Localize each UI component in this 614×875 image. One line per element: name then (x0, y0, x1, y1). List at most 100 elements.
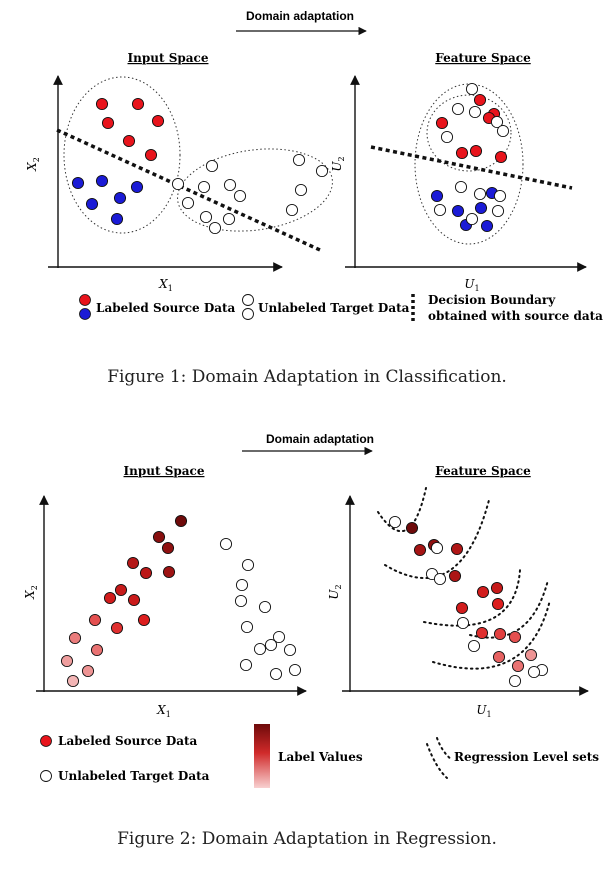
fig2-input-point-3 (81, 664, 95, 678)
fig1-feature-title: Feature Space (435, 51, 531, 65)
fig1-input-point-12 (110, 212, 124, 226)
fig2-input-point-17 (174, 514, 188, 528)
fig2-feature-point-24 (527, 665, 541, 679)
fig1-feature-point-23 (493, 189, 507, 203)
fig2-input-point-21 (234, 594, 248, 608)
figure-1-caption: Figure 1: Domain Adaptation in Classific… (107, 367, 507, 387)
fig1-input-point-1 (95, 97, 109, 111)
fig1-input-point-5 (122, 134, 136, 148)
figure-2-caption: Figure 2: Domain Adaptation in Regressio… (117, 829, 497, 849)
fig2-input-point-7 (110, 621, 124, 635)
fig2-input-point-4 (68, 631, 82, 645)
level-set-2 (384, 499, 490, 580)
fig2-feature-point-6 (450, 542, 464, 556)
fig2-input-point-28 (269, 667, 283, 681)
fig2-input-title: Input Space (124, 464, 205, 478)
fig1-feature-point-14 (430, 189, 444, 203)
fig2-feature-point-13 (491, 597, 505, 611)
fig2-feature-points (388, 515, 549, 688)
fig2-input-point-12 (139, 566, 153, 580)
level-set-3 (423, 569, 521, 627)
fig2-input-point-9 (103, 591, 117, 605)
fig1-feature-point-7 (490, 115, 504, 129)
fig2-feature-ylabel: U2 (327, 584, 343, 599)
fig1-input-point-7 (71, 176, 85, 190)
fig1-target-cluster-outline (177, 148, 333, 232)
fig2-feature-point-4 (413, 543, 427, 557)
legend-unlabeled-dot (40, 770, 52, 782)
fig1-input-point-9 (130, 180, 144, 194)
fig1-input-point-25 (285, 203, 299, 217)
fig1-input-ylabel: X2 (25, 157, 41, 172)
fig2-input-point-24 (272, 630, 286, 644)
fig2-input-point-11 (114, 583, 128, 597)
fig1-input-point-20 (294, 183, 308, 197)
fig1-input-point-3 (151, 114, 165, 128)
fig1-input-points (71, 97, 329, 235)
fig1-feature-ylabel: U2 (330, 156, 346, 171)
fig2-feature-point-15 (475, 626, 489, 640)
fig1-feature-point-24 (433, 203, 447, 217)
fig2-input-point-29 (283, 643, 297, 657)
legend-level-set-swatch-2 (436, 737, 453, 761)
legend-red-dot (79, 294, 91, 306)
fig1-feature-point-25 (465, 212, 479, 226)
fig1-input-point-19 (233, 189, 247, 203)
label-values-colorbar (254, 724, 270, 788)
fig1-input-point-17 (197, 180, 211, 194)
fig2-feature-point-2 (405, 521, 419, 535)
fig2-feature-point-10 (490, 581, 504, 595)
legend-open-dot-1 (242, 294, 254, 306)
fig1-input-point-18 (223, 178, 237, 192)
fig2-feature-point-19 (492, 650, 506, 664)
fig2-feature-point-20 (511, 659, 525, 673)
fig2-feature-point-1 (388, 515, 402, 529)
fig1-input-point-6 (144, 148, 158, 162)
fig1-feature-points (430, 82, 510, 233)
fig1-input-point-15 (315, 164, 329, 178)
fig2-feature-xlabel: U1 (476, 703, 491, 719)
fig2-feature-point-12 (455, 601, 469, 615)
fig2-feature-point-14 (456, 616, 470, 630)
fig1-feature-point-2 (451, 102, 465, 116)
fig1-input-point-13 (205, 159, 219, 173)
fig1-arrow-label: Domain adaptation (246, 9, 354, 23)
fig2-feature-point-21 (524, 648, 538, 662)
fig2-input-point-8 (137, 613, 151, 627)
legend-open-dot-2 (242, 308, 254, 320)
fig1-feature-xlabel: U1 (464, 277, 479, 293)
fig1-feature-point-20 (491, 204, 505, 218)
fig2-feature-point-5 (430, 541, 444, 555)
fig1-input-point-8 (95, 174, 109, 188)
fig2-input-point-5 (90, 643, 104, 657)
fig1-legend-unlabeled: Unlabeled Target Data (258, 301, 410, 315)
fig2-input-point-6 (88, 613, 102, 627)
fig2-feature-point-17 (508, 630, 522, 644)
fig2-input-point-14 (162, 565, 176, 579)
legend-blue-dot (79, 308, 91, 320)
fig2-feature-point-18 (467, 639, 481, 653)
legend-level-set-swatch (426, 743, 448, 779)
fig1-legend: Labeled Source Data Unlabeled Target Dat… (79, 293, 603, 323)
fig1-feature-point-1 (465, 82, 479, 96)
fig2-input-point-20 (235, 578, 249, 592)
fig1-input-point-23 (222, 212, 236, 226)
fig1-feature-point-9 (440, 130, 454, 144)
fig2-input-point-16 (152, 530, 166, 544)
fig2-input-point-22 (258, 600, 272, 614)
fig1-feature-point-15 (454, 180, 468, 194)
fig2-level-sets (377, 487, 551, 670)
fig1-legend-boundary-1: Decision Boundary (428, 293, 556, 307)
fig2-feature-point-8 (433, 572, 447, 586)
fig1-input-decision-boundary (56, 128, 321, 252)
fig2-input-point-2 (60, 654, 74, 668)
fig2-input-ylabel: X2 (23, 585, 39, 600)
fig1-feature-point-10 (469, 144, 483, 158)
fig2-input-point-1 (66, 674, 80, 688)
fig2-input-point-30 (288, 663, 302, 677)
fig1-feature-point-18 (451, 204, 465, 218)
fig1-input-point-2 (131, 97, 145, 111)
fig2-feature-point-11 (476, 585, 490, 599)
fig2-input-point-19 (241, 558, 255, 572)
